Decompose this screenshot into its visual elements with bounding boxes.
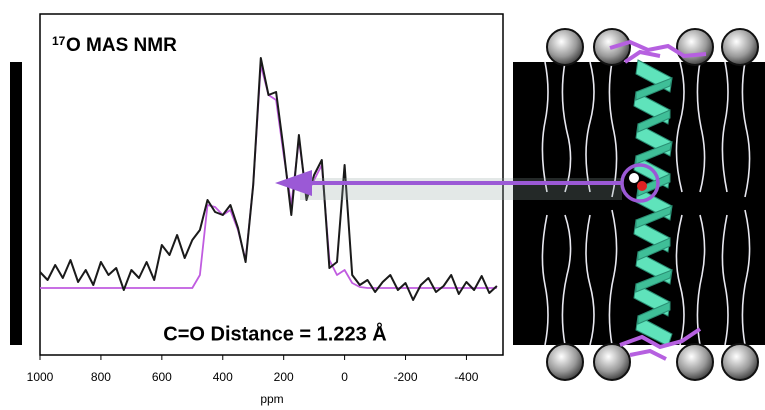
x-tick-label: -400 <box>454 370 478 384</box>
x-tick-label: 1000 <box>27 370 54 384</box>
chart-title: O MAS NMR <box>66 35 177 56</box>
x-tick-label: 400 <box>213 370 233 384</box>
x-axis-label: ppm <box>260 392 283 406</box>
series-line <box>40 64 497 289</box>
title-superscript: 17 <box>52 34 66 48</box>
left-bar <box>10 62 22 345</box>
arrow <box>275 170 622 200</box>
annotation: C=O Distance = 1.223 Å <box>163 321 386 345</box>
x-tick-label: 800 <box>91 370 111 384</box>
membrane-illustration <box>513 28 765 381</box>
x-tick-label: 0 <box>341 370 348 384</box>
x-tick-label: 200 <box>274 370 294 384</box>
x-tick-label: -200 <box>394 370 418 384</box>
series-line <box>39 57 498 301</box>
x-tick-label: 600 <box>152 370 172 384</box>
